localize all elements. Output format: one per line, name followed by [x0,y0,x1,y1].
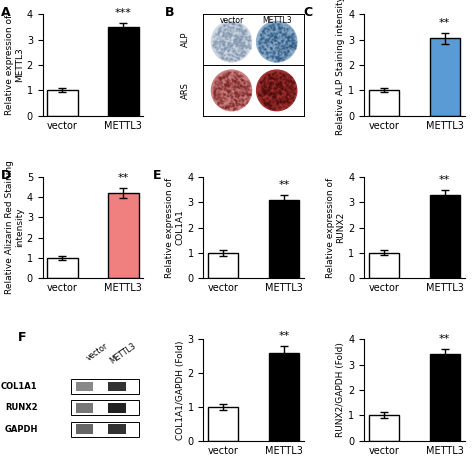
Y-axis label: Relative expression of
METTL3: Relative expression of METTL3 [5,15,24,115]
Text: **: ** [278,180,290,190]
Bar [429,38,460,116]
Text: F: F [18,331,26,344]
Text: D: D [0,169,11,182]
Bar [76,403,93,413]
Bar [269,200,299,278]
Bar [108,382,127,392]
Text: B: B [165,6,175,19]
Text: ALP: ALP [181,32,190,47]
Text: METTL3: METTL3 [108,341,137,365]
Y-axis label: Relative Alizarin Red Staining
intensity: Relative Alizarin Red Staining intensity [5,161,24,294]
Text: COL1A1: COL1A1 [1,382,37,391]
Bar [108,424,127,434]
Text: **: ** [118,173,129,183]
Ellipse shape [211,70,252,111]
Bar [108,193,138,278]
Text: RUNX2: RUNX2 [5,403,37,412]
Text: **: ** [439,334,450,344]
Bar [269,353,299,441]
Text: GAPDH: GAPDH [4,425,37,434]
Y-axis label: Relative ALP Staining intensity: Relative ALP Staining intensity [337,0,346,135]
Text: **: ** [278,331,290,341]
Text: **: ** [439,175,450,185]
Text: C: C [304,6,313,19]
Text: METTL3: METTL3 [262,16,292,25]
Bar [208,407,238,441]
Bar [369,415,399,441]
Bar [71,379,139,394]
Y-axis label: COL1A1/GAPDH (Fold): COL1A1/GAPDH (Fold) [176,340,184,440]
Bar [369,91,399,116]
Text: vector: vector [219,16,244,25]
Bar [108,27,138,116]
Text: E: E [153,169,162,182]
Bar [429,194,460,278]
Text: ***: *** [115,8,132,18]
Text: A: A [0,6,10,19]
Bar [47,91,78,116]
Y-axis label: Relative expression of
RUNX2: Relative expression of RUNX2 [326,177,346,278]
Bar [429,355,460,441]
Bar [208,253,238,278]
Bar [76,382,93,392]
Bar [47,258,78,278]
Bar [71,421,139,437]
Text: ARS: ARS [181,82,190,99]
Y-axis label: Relative expression of
COL1A1: Relative expression of COL1A1 [165,177,184,278]
Ellipse shape [211,21,252,62]
Text: vector: vector [85,341,110,363]
Ellipse shape [256,21,297,62]
Ellipse shape [256,70,297,111]
Bar [71,400,139,415]
Bar [369,253,399,278]
Text: **: ** [439,18,450,27]
Bar [76,424,93,434]
Y-axis label: RUNX2/GAPDH (Fold): RUNX2/GAPDH (Fold) [337,343,346,438]
Bar [108,403,127,413]
